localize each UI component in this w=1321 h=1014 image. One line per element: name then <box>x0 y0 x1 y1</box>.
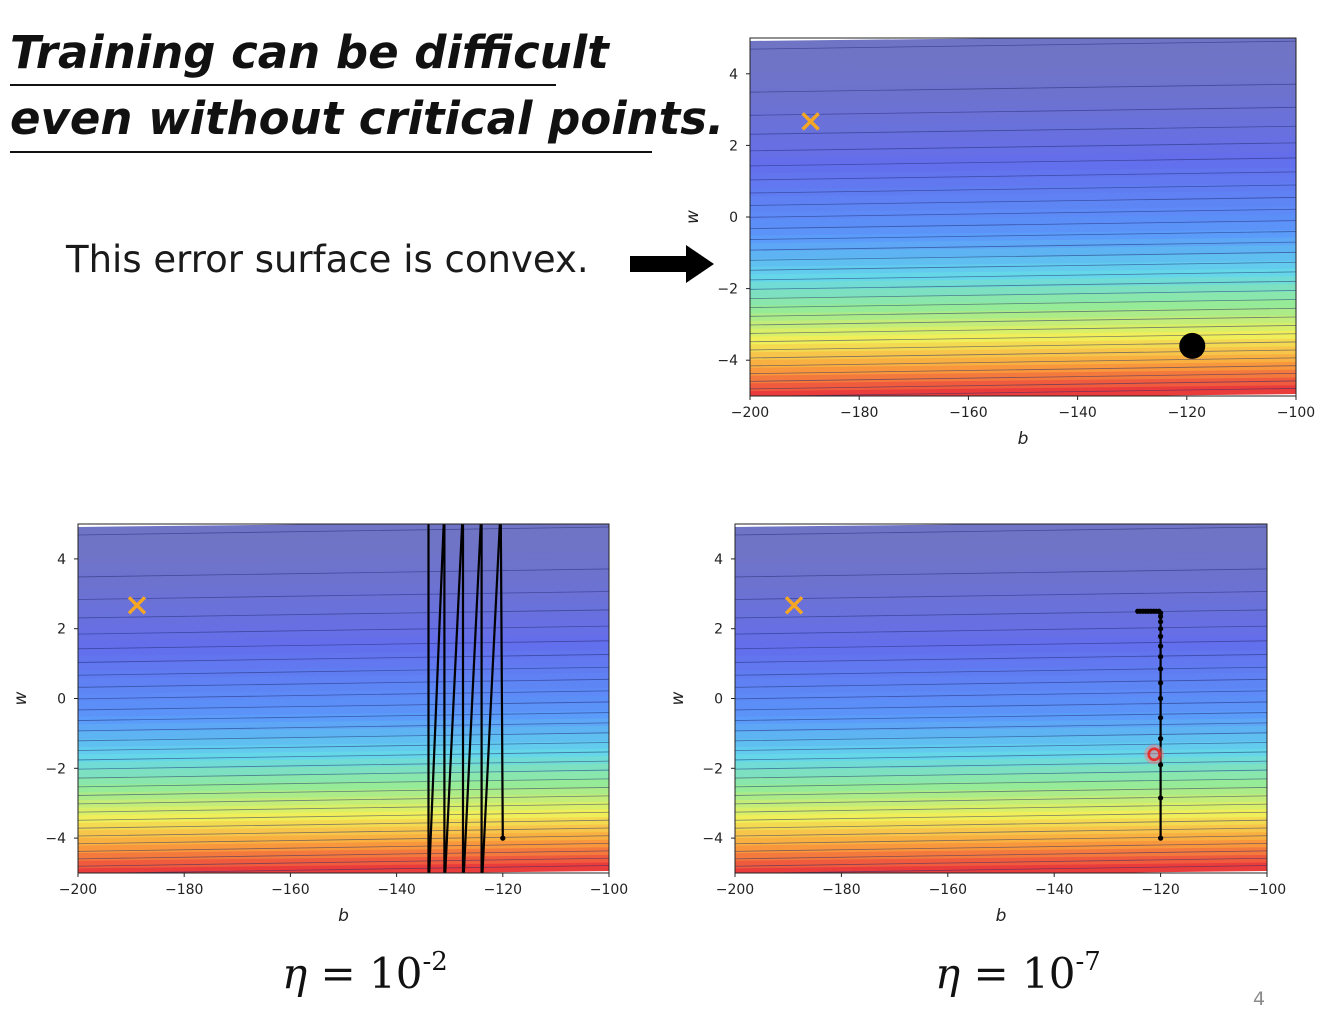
contour-line <box>750 171 1296 181</box>
eta-symbol: η <box>282 949 308 998</box>
contour-line <box>750 261 1296 271</box>
contour-line <box>750 231 1296 240</box>
surface-band <box>750 66 1296 81</box>
contour-line <box>750 365 1296 375</box>
eta-base: = 10 <box>307 949 423 998</box>
contour-line <box>751 388 1296 396</box>
surface-band <box>750 144 1296 159</box>
contour-line <box>750 83 1296 93</box>
surface-band <box>750 81 1296 97</box>
x-tick-label: −120 <box>1168 405 1206 421</box>
contour-line <box>750 125 1296 135</box>
surface-band <box>750 167 1296 183</box>
contour-line <box>750 271 1296 281</box>
surface-band <box>750 42 1296 58</box>
surface-band <box>750 214 1296 229</box>
contour-line <box>750 241 1296 251</box>
contour-line <box>750 333 1296 343</box>
surface-band <box>750 58 1296 74</box>
contour-line <box>750 290 1296 299</box>
surface-band <box>750 245 1296 260</box>
title-underline-2 <box>10 151 652 153</box>
surface-band <box>750 159 1296 175</box>
surface-band <box>750 50 1296 66</box>
contour-line <box>750 349 1296 359</box>
surface-band <box>750 323 1296 338</box>
eta-symbol: η <box>935 949 961 998</box>
contour-line <box>750 380 1296 390</box>
surface-band <box>750 385 1296 396</box>
contour-line <box>750 208 1296 218</box>
surface-band <box>750 175 1296 190</box>
contour-line <box>750 325 1296 334</box>
contour-line <box>750 280 1296 290</box>
x-tick-label: −200 <box>731 405 769 421</box>
surface-band <box>750 307 1296 323</box>
slide-title-line-2: even without critical points. <box>10 92 725 145</box>
contour-line <box>750 316 1296 326</box>
contour-line <box>750 372 1296 382</box>
surface-band <box>750 128 1296 144</box>
x-marker-icon <box>801 112 820 131</box>
x-tick-label: −140 <box>1058 405 1096 421</box>
contour-line <box>750 40 1296 50</box>
surface-band <box>750 182 1296 198</box>
eta-exponent: -7 <box>1075 947 1101 977</box>
surface-band <box>750 151 1296 167</box>
surface-band <box>750 299 1296 315</box>
x-tick-label: −180 <box>840 405 878 421</box>
x-tick-label: −100 <box>1277 405 1315 421</box>
eta-base: = 10 <box>960 949 1076 998</box>
contour-line <box>750 220 1296 230</box>
surface-band <box>750 284 1296 299</box>
contour-line <box>750 197 1296 206</box>
slide-title-line-1: Training can be difficult <box>10 26 609 79</box>
surface-band <box>750 105 1296 120</box>
surface-band <box>750 112 1296 128</box>
page-number: 4 <box>1253 988 1266 1010</box>
convex-note: This error surface is convex. <box>66 238 589 281</box>
contour-line <box>750 299 1296 308</box>
surface-band <box>750 89 1296 105</box>
y-tick-label: −4 <box>717 353 738 369</box>
contour-line <box>750 157 1296 167</box>
y-tick-label: 0 <box>729 210 738 226</box>
contour-line <box>750 341 1296 351</box>
surface-band <box>750 120 1296 136</box>
title-underline-1 <box>10 84 556 86</box>
y-axis-label: w <box>683 210 703 224</box>
x-tick-label: −160 <box>949 405 987 421</box>
y-tick-label: 2 <box>729 138 738 154</box>
y-tick-label: 4 <box>729 67 738 83</box>
surface-band <box>750 190 1296 206</box>
contour-line <box>750 251 1296 261</box>
surface-band <box>750 354 1296 369</box>
x-axis-label: b <box>1018 429 1029 449</box>
surface-band <box>750 136 1296 151</box>
y-tick-label: −2 <box>717 282 738 298</box>
contour-line <box>750 106 1296 116</box>
surface-band <box>750 73 1296 89</box>
right-arrow-icon <box>630 245 714 283</box>
surface-band <box>750 291 1296 307</box>
eta-label-right: η = 10-7 <box>935 947 1101 998</box>
surface-band <box>750 221 1296 237</box>
surface-band <box>750 97 1296 112</box>
contour-line <box>750 307 1296 317</box>
surface-band <box>750 252 1296 268</box>
start-point <box>1179 332 1206 359</box>
contour-line <box>750 184 1296 194</box>
eta-exponent: -2 <box>422 947 448 977</box>
contour-line <box>750 357 1296 367</box>
surface-band <box>750 198 1296 214</box>
surface-band <box>750 361 1296 377</box>
contour-line <box>750 142 1296 152</box>
eta-label-left: η = 10-2 <box>282 947 448 998</box>
